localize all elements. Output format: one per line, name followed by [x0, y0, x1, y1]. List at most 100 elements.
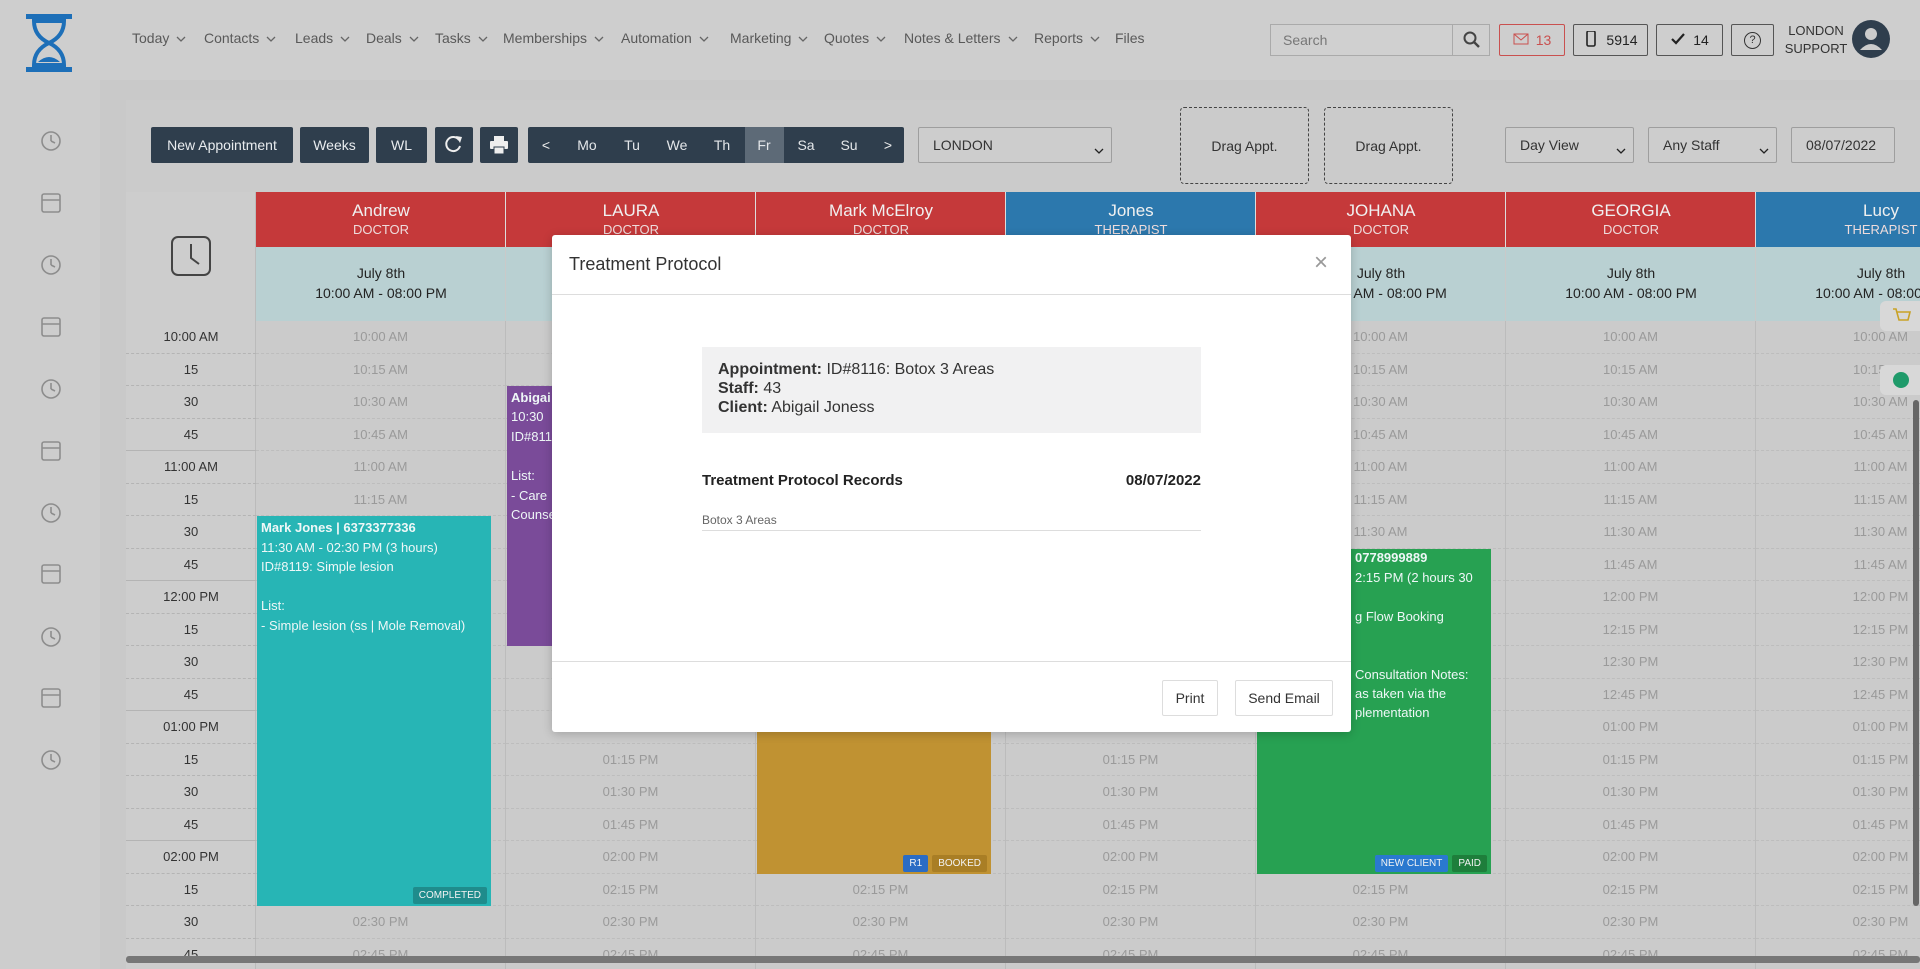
view-select[interactable]: Day View	[1505, 127, 1634, 163]
nav-item[interactable]: Today	[132, 30, 186, 46]
drag-appointment[interactable]: Drag Appt.	[1180, 107, 1309, 184]
time-slot[interactable]: 10:00 AM	[1756, 321, 1920, 354]
time-slot[interactable]: 01:45 PM	[1506, 808, 1756, 841]
toolbar-button[interactable]: New Appointment	[151, 127, 293, 163]
time-slot[interactable]: 12:15 PM	[1756, 614, 1920, 646]
time-slot[interactable]: 01:15 PM	[1756, 744, 1920, 776]
time-slot[interactable]: 01:15 PM	[506, 743, 756, 776]
time-slot[interactable]: 02:45 PM	[1006, 938, 1256, 969]
time-slot[interactable]: 12:30 PM	[1756, 646, 1920, 679]
nav-item[interactable]: Automation	[621, 30, 709, 46]
time-slot[interactable]: 02:45 PM	[1256, 938, 1506, 969]
drag-appointment[interactable]: Drag Appt.	[1324, 107, 1453, 184]
time-slot[interactable]: 02:30 PM	[1256, 906, 1506, 939]
time-slot[interactable]: 02:45 PM	[506, 938, 756, 969]
day-button[interactable]: Mo	[577, 137, 597, 153]
time-slot[interactable]: 11:00 AM	[1256, 451, 1506, 484]
time-slot[interactable]: 10:30 AM	[1256, 386, 1506, 419]
mail[interactable]: 13	[1499, 24, 1565, 56]
time-slot[interactable]: 12:15 PM	[1506, 613, 1756, 646]
time-slot[interactable]: 02:30 PM	[1756, 906, 1920, 939]
time-slot[interactable]: 01:30 PM	[1506, 776, 1756, 809]
time-slot[interactable]: 02:30 PM	[256, 906, 506, 939]
time-slot[interactable]: 10:45 AM	[256, 418, 506, 451]
help[interactable]: ?	[1731, 24, 1774, 56]
time-slot[interactable]: 01:15 PM	[1006, 743, 1256, 776]
time-slot[interactable]: 12:30 PM	[1506, 646, 1756, 679]
nav-item[interactable]: Notes & Letters	[904, 30, 1018, 46]
time-slot[interactable]: 11:45 AM	[1506, 548, 1756, 581]
time-slot[interactable]: 11:15 AM	[1506, 483, 1756, 516]
time-slot[interactable]: 02:45 PM	[1506, 938, 1756, 969]
time-slot[interactable]: 10:30 AM	[1756, 386, 1920, 419]
time-slot[interactable]: 01:45 PM	[506, 808, 756, 841]
time-slot[interactable]: 02:00 PM	[1006, 841, 1256, 874]
nav-item[interactable]: Reports	[1034, 30, 1100, 46]
nav-item[interactable]: Memberships	[503, 30, 604, 46]
time-slot[interactable]: 02:15 PM	[756, 873, 1006, 906]
time-slot[interactable]: 02:15 PM	[1756, 874, 1920, 906]
time-slot[interactable]: 11:15 AM	[256, 483, 506, 516]
time-slot[interactable]: 02:15 PM	[1506, 873, 1756, 906]
time-slot[interactable]: 11:30 AM	[1506, 516, 1756, 549]
next-day[interactable]: >	[883, 137, 893, 153]
time-slot[interactable]: 11:15 AM	[1256, 483, 1506, 516]
time-slot[interactable]: 01:30 PM	[506, 776, 756, 809]
staff-select[interactable]: Any Staff	[1648, 127, 1777, 163]
time-slot[interactable]: 12:45 PM	[1756, 679, 1920, 711]
time-slot[interactable]: 11:30 AM	[1756, 516, 1920, 549]
time-slot[interactable]: 10:00 AM	[1506, 321, 1756, 354]
time-slot[interactable]: 02:00 PM	[1506, 841, 1756, 874]
time-slot[interactable]: 01:00 PM	[1756, 711, 1920, 744]
time-slot[interactable]: 10:30 AM	[1506, 386, 1756, 419]
time-slot[interactable]: 01:30 PM	[1756, 776, 1920, 809]
toolbar-button[interactable]: Weeks	[300, 127, 369, 163]
time-slot[interactable]: 10:00 AM	[256, 321, 506, 354]
time-slot[interactable]: 02:15 PM	[1006, 873, 1256, 906]
day-button[interactable]: Tu	[624, 137, 640, 153]
time-slot[interactable]: 01:45 PM	[1006, 808, 1256, 841]
time-slot[interactable]: 10:45 AM	[1756, 419, 1920, 451]
time-slot[interactable]: 11:45 AM	[1756, 549, 1920, 581]
day-button[interactable]: Fr	[757, 137, 771, 153]
time-slot[interactable]: 12:00 PM	[1506, 581, 1756, 614]
toolbar-button[interactable]: WL	[376, 127, 427, 163]
nav-item[interactable]: Leads	[295, 30, 350, 46]
modal-close[interactable]: ×	[1314, 249, 1329, 276]
time-slot[interactable]: 02:30 PM	[506, 906, 756, 939]
time-slot[interactable]: 11:15 AM	[1756, 484, 1920, 516]
time-slot[interactable]: 02:45 PM	[256, 938, 506, 969]
nav-item[interactable]: Files	[1115, 30, 1145, 46]
time-slot[interactable]: 10:45 AM	[1256, 418, 1506, 451]
time-slot[interactable]: 12:45 PM	[1506, 678, 1756, 711]
time-slot[interactable]: 02:45 PM	[1756, 939, 1920, 969]
modal-button[interactable]: Send Email	[1235, 680, 1333, 716]
date-input[interactable]: 08/07/2022	[1791, 127, 1895, 163]
nav-item[interactable]: Deals	[366, 30, 419, 46]
day-button[interactable]: Sa	[797, 137, 815, 153]
time-slot[interactable]: 02:15 PM	[1256, 873, 1506, 906]
tasks[interactable]: 14	[1656, 24, 1723, 56]
prev-day[interactable]: <	[541, 137, 551, 153]
time-slot[interactable]: 11:30 AM	[1256, 516, 1506, 549]
day-button[interactable]: We	[666, 137, 688, 153]
search-box[interactable]: Search	[1270, 24, 1490, 56]
nav-item[interactable]: Tasks	[435, 30, 488, 46]
time-slot[interactable]: 01:15 PM	[1506, 743, 1756, 776]
record-item[interactable]: Botox 3 Areas	[702, 513, 777, 527]
time-slot[interactable]: 02:45 PM	[756, 938, 1006, 969]
time-slot[interactable]: 02:30 PM	[1006, 906, 1256, 939]
day-button[interactable]: Th	[713, 137, 731, 153]
time-slot[interactable]: 01:45 PM	[1756, 809, 1920, 841]
time-slot[interactable]: 10:00 AM	[1256, 321, 1506, 354]
time-slot[interactable]: 10:15 AM	[1506, 353, 1756, 386]
nav-item[interactable]: Marketing	[730, 30, 808, 46]
nav-item[interactable]: Contacts	[204, 30, 276, 46]
time-slot[interactable]: 11:00 AM	[1506, 451, 1756, 484]
location-select[interactable]: LONDON	[918, 127, 1112, 163]
time-slot[interactable]: 12:00 PM	[1756, 581, 1920, 614]
modal-button[interactable]: Print	[1162, 680, 1218, 716]
time-slot[interactable]: 11:00 AM	[256, 451, 506, 484]
time-slot[interactable]: 02:15 PM	[506, 873, 756, 906]
time-slot[interactable]: 10:30 AM	[256, 386, 506, 419]
